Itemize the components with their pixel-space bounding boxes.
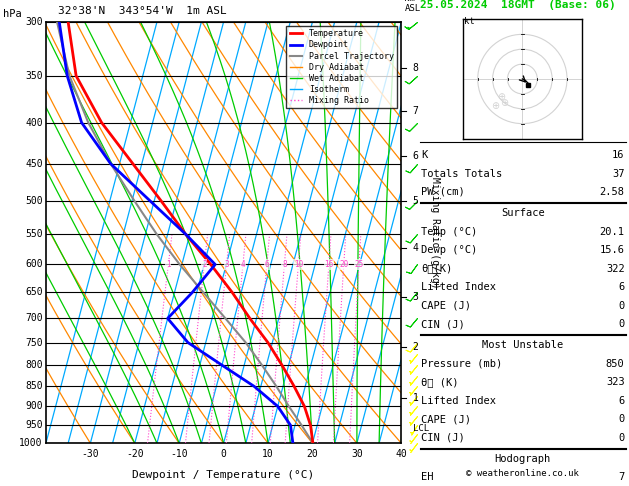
Text: 4: 4 (413, 243, 418, 253)
Text: $\oplus$: $\oplus$ (491, 100, 500, 111)
Text: 1: 1 (166, 260, 170, 269)
Text: Totals Totals: Totals Totals (421, 169, 502, 178)
Text: CIN (J): CIN (J) (421, 433, 465, 443)
Text: Surface: Surface (501, 208, 545, 218)
Text: 16: 16 (324, 260, 333, 269)
Text: CAPE (J): CAPE (J) (421, 414, 470, 424)
Text: 40: 40 (396, 449, 407, 459)
Text: 10: 10 (262, 449, 274, 459)
Text: 7: 7 (618, 472, 625, 482)
Text: 850: 850 (606, 359, 625, 369)
Text: 0: 0 (618, 414, 625, 424)
Text: 300: 300 (25, 17, 43, 27)
Text: $\oplus$: $\oplus$ (500, 97, 509, 108)
Text: -30: -30 (82, 449, 99, 459)
Legend: Temperature, Dewpoint, Parcel Trajectory, Dry Adiabat, Wet Adiabat, Isotherm, Mi: Temperature, Dewpoint, Parcel Trajectory… (286, 26, 397, 108)
Text: 323: 323 (606, 377, 625, 387)
Text: 30: 30 (351, 449, 363, 459)
Text: CIN (J): CIN (J) (421, 319, 465, 329)
Text: Dewpoint / Temperature (°C): Dewpoint / Temperature (°C) (133, 470, 314, 480)
Text: 2.58: 2.58 (599, 187, 625, 197)
Text: 3: 3 (413, 292, 418, 302)
Text: 1000: 1000 (19, 438, 43, 448)
Text: 950: 950 (25, 420, 43, 430)
Text: 37: 37 (612, 169, 625, 178)
Text: 20: 20 (306, 449, 318, 459)
Text: 650: 650 (25, 287, 43, 297)
Text: 6: 6 (265, 260, 269, 269)
Text: Dewp (°C): Dewp (°C) (421, 245, 477, 255)
Text: 600: 600 (25, 260, 43, 269)
Text: K: K (421, 150, 427, 160)
Text: 20: 20 (339, 260, 348, 269)
Text: Lifted Index: Lifted Index (421, 282, 496, 292)
Text: Hodograph: Hodograph (494, 454, 551, 464)
Text: CAPE (J): CAPE (J) (421, 300, 470, 311)
Text: 1: 1 (413, 393, 418, 403)
Text: 8: 8 (413, 63, 418, 73)
Text: 20.1: 20.1 (599, 226, 625, 237)
Text: 322: 322 (606, 263, 625, 274)
Text: 7: 7 (413, 106, 418, 116)
Text: 550: 550 (25, 229, 43, 239)
Text: Mixing Ratio (g/kg): Mixing Ratio (g/kg) (430, 177, 440, 288)
Text: Temp (°C): Temp (°C) (421, 226, 477, 237)
Text: 700: 700 (25, 313, 43, 323)
Text: -20: -20 (126, 449, 143, 459)
Text: θᴁ (K): θᴁ (K) (421, 377, 459, 387)
Text: PW (cm): PW (cm) (421, 187, 465, 197)
Text: 800: 800 (25, 360, 43, 370)
Text: 0: 0 (618, 433, 625, 443)
Text: Lifted Index: Lifted Index (421, 396, 496, 406)
Text: 500: 500 (25, 196, 43, 206)
Text: Most Unstable: Most Unstable (482, 340, 564, 350)
Text: © weatheronline.co.uk: © weatheronline.co.uk (466, 469, 579, 478)
Text: hPa: hPa (3, 9, 22, 19)
Text: 6: 6 (618, 396, 625, 406)
Text: 6: 6 (413, 151, 418, 161)
Text: 750: 750 (25, 338, 43, 347)
Text: kt: kt (464, 17, 475, 26)
Text: LCL: LCL (413, 424, 429, 434)
Text: km
ASL: km ASL (404, 0, 421, 13)
Text: 900: 900 (25, 401, 43, 411)
Text: 4: 4 (241, 260, 245, 269)
Text: 5: 5 (413, 196, 418, 206)
Text: 32°38'N  343°54'W  1m ASL: 32°38'N 343°54'W 1m ASL (58, 6, 227, 16)
Text: 15.6: 15.6 (599, 245, 625, 255)
Text: 400: 400 (25, 118, 43, 127)
Text: -10: -10 (170, 449, 188, 459)
Text: 25: 25 (354, 260, 364, 269)
Text: $\oplus$: $\oplus$ (497, 91, 506, 103)
Text: 2: 2 (413, 342, 418, 352)
Text: 10: 10 (294, 260, 303, 269)
Text: EH: EH (421, 472, 433, 482)
Text: 2: 2 (202, 260, 206, 269)
Text: 25.05.2024  18GMT  (Base: 06): 25.05.2024 18GMT (Base: 06) (420, 0, 616, 10)
Text: 0: 0 (221, 449, 226, 459)
Text: 0: 0 (618, 300, 625, 311)
Text: 350: 350 (25, 71, 43, 81)
Text: 6: 6 (618, 282, 625, 292)
Text: 0: 0 (618, 319, 625, 329)
Text: 16: 16 (612, 150, 625, 160)
Text: 450: 450 (25, 159, 43, 169)
Text: θᴁ(K): θᴁ(K) (421, 263, 452, 274)
Text: 8: 8 (282, 260, 287, 269)
Text: Pressure (mb): Pressure (mb) (421, 359, 502, 369)
Text: 3: 3 (224, 260, 229, 269)
Text: 850: 850 (25, 382, 43, 391)
